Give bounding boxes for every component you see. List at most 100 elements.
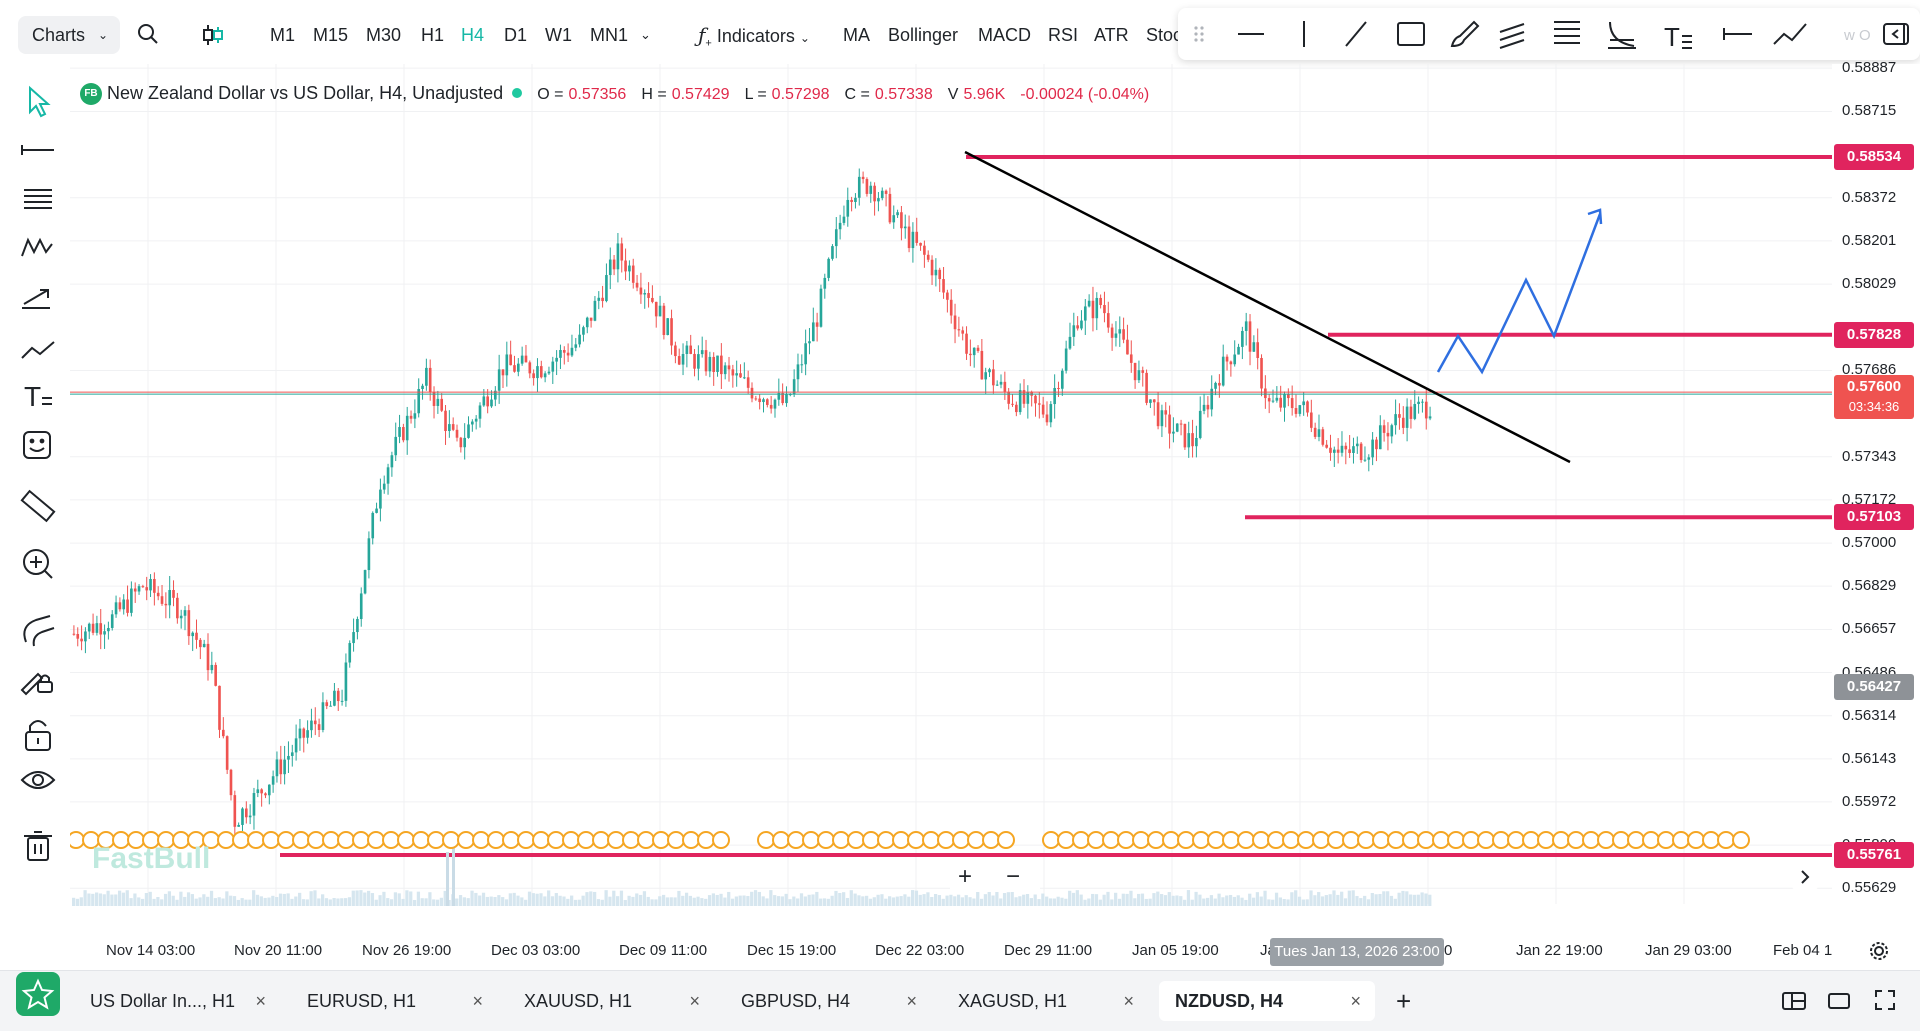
timeframe-m1[interactable]: M1: [270, 25, 296, 45]
candle: [1145, 369, 1148, 406]
volume-bar: [1140, 893, 1145, 906]
candle: [1329, 434, 1332, 461]
timeframe-mn1[interactable]: MN1: [590, 25, 629, 45]
close-icon[interactable]: ×: [906, 991, 917, 1011]
close-icon[interactable]: ×: [1350, 991, 1361, 1011]
tab-gbpusd[interactable]: GBPUSD, H4 ×: [725, 981, 931, 1021]
timeframe-m15[interactable]: M15: [313, 25, 349, 45]
window-icon[interactable]: [1828, 991, 1850, 1011]
fib-icon: [24, 189, 52, 209]
price-axis[interactable]: 0.58887 0.58715 0.58372 0.58201 0.58029 0.576…: [1832, 59, 1920, 934]
candle: [1225, 354, 1229, 371]
candle: [651, 285, 654, 304]
candle: [294, 724, 298, 761]
timeframe-m30[interactable]: M30: [366, 25, 402, 45]
zoom-out-button[interactable]: −: [1006, 863, 1021, 890]
zoom-in-button[interactable]: +: [958, 863, 973, 890]
volume-bar: [1091, 893, 1095, 906]
indicator-ma[interactable]: MA: [843, 25, 870, 45]
charts-menu-button[interactable]: Charts ⌄: [18, 16, 120, 54]
candle: [536, 358, 539, 393]
event-marker: [907, 831, 925, 849]
timeframe-h4[interactable]: H4: [461, 25, 485, 45]
volume-bar: [1098, 899, 1102, 906]
search-icon[interactable]: [136, 22, 160, 46]
candle: [712, 352, 716, 386]
candle: [1313, 422, 1317, 440]
indicator-stoc[interactable]: Stoc: [1146, 25, 1183, 45]
volume-bar: [1255, 892, 1260, 906]
volume-bar: [1156, 891, 1160, 906]
candle: [1141, 366, 1145, 387]
candle: [1011, 394, 1014, 407]
tab-xagusd[interactable]: XAGUSD, H1 ×: [942, 981, 1148, 1021]
indicators-button[interactable]: ƒ+ Indicators ⌄: [698, 22, 810, 50]
timeframe-h1[interactable]: H1: [421, 25, 445, 45]
volume-bar: [531, 893, 535, 906]
time-tick-label: Nov 14 03:00: [106, 942, 196, 959]
volume-bar: [1305, 899, 1309, 906]
price-chart[interactable]: FastBull: [67, 64, 1832, 934]
candle: [1060, 368, 1064, 396]
candle: [930, 255, 934, 285]
event-marker: [1432, 831, 1450, 849]
candle: [681, 343, 685, 376]
indicator-macd[interactable]: MACD: [978, 25, 1031, 45]
timeframe-w1[interactable]: W1: [545, 25, 572, 45]
chart-canvas[interactable]: FastBull: [67, 64, 1832, 934]
favorites-button[interactable]: [16, 972, 60, 1016]
candle: [961, 326, 965, 341]
close-icon[interactable]: ×: [1123, 991, 1134, 1011]
scroll-right-button[interactable]: [1792, 864, 1818, 890]
svg-text:T: T: [24, 381, 41, 412]
candle: [582, 325, 585, 342]
event-marker: [1042, 831, 1060, 849]
volume-bar: [842, 892, 846, 906]
tab-label: GBPUSD, H4: [741, 991, 851, 1011]
candle-type-icon[interactable]: [200, 22, 226, 48]
close-icon[interactable]: ×: [472, 991, 483, 1011]
tab-us-dollar-index[interactable]: US Dollar In..., H1 ×: [74, 981, 280, 1021]
candle: [1072, 312, 1076, 346]
event-marker: [862, 831, 880, 849]
volume-bar: [1144, 898, 1148, 906]
layout-icon[interactable]: [1782, 991, 1806, 1011]
volume-bar: [117, 890, 122, 906]
fullscreen-icon[interactable]: [1874, 989, 1896, 1011]
trendline-tool-icon: [1345, 21, 1367, 47]
event-marker: [1702, 831, 1720, 849]
volume-bar: [558, 895, 562, 906]
event-marker: [607, 831, 625, 849]
volume-bar: [332, 897, 336, 906]
timeframe-more-chevron-icon[interactable]: ⌄: [640, 27, 651, 42]
event-marker: [217, 831, 235, 849]
symbol-title[interactable]: New Zealand Dollar vs US Dollar, H4, Una…: [107, 83, 504, 103]
price-tick-label: 0.57686: [1842, 361, 1897, 379]
tab-label: EURUSD, H1: [307, 991, 417, 1011]
candle: [321, 692, 325, 733]
volume-bar: [899, 896, 903, 906]
volume-bar: [769, 890, 773, 906]
candle: [1187, 421, 1191, 458]
tab-xauusd[interactable]: XAUUSD, H1 ×: [508, 981, 714, 1021]
close-icon[interactable]: ×: [255, 991, 266, 1011]
candle: [497, 354, 501, 404]
indicator-bollinger[interactable]: Bollinger: [888, 25, 959, 45]
indicator-atr[interactable]: ATR: [1094, 25, 1129, 45]
close-icon[interactable]: ×: [689, 991, 700, 1011]
volume-bar: [1313, 895, 1317, 906]
volume-bar: [1175, 895, 1179, 906]
volume-bar: [845, 897, 850, 906]
volume-bar: [255, 894, 260, 906]
event-marker: [307, 831, 325, 849]
settings-icon[interactable]: [1868, 940, 1890, 962]
ray-tool-icon: [1723, 28, 1752, 40]
time-axis[interactable]: Nov 14 03:00 Nov 20 11:00 Nov 26 19:00 Dec …: [70, 934, 1920, 970]
volume-bar: [681, 895, 685, 906]
tab-nzdusd[interactable]: NZDUSD, H4 ×: [1159, 981, 1375, 1021]
tab-eurusd[interactable]: EURUSD, H1 ×: [291, 981, 497, 1021]
timeframe-d1[interactable]: D1: [504, 25, 528, 45]
volume-bar: [1110, 899, 1114, 906]
add-tab-button[interactable]: +: [1396, 986, 1412, 1016]
indicator-rsi[interactable]: RSI: [1048, 25, 1079, 45]
